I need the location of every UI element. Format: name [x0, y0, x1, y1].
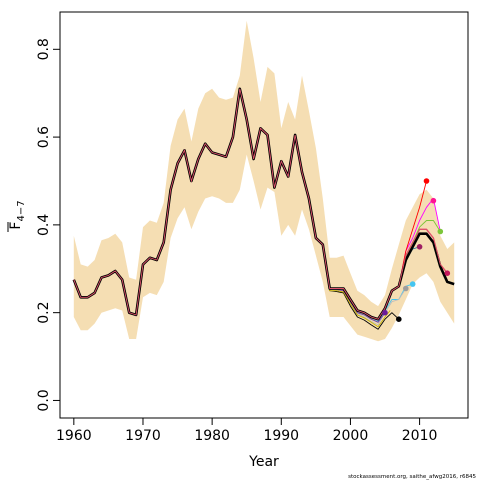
x-tick-label-1970: 1970 — [125, 428, 161, 444]
end-points-layer — [382, 178, 451, 323]
y-tick-label-0.2: 0.2 — [36, 302, 52, 324]
x-tick-label-1980: 1980 — [194, 428, 230, 444]
y-axis-title-main: F — [8, 222, 24, 230]
svg-text:F4−7: F4−7 — [8, 200, 27, 229]
series-end-point-10 — [382, 309, 388, 316]
series-end-point-4 — [437, 228, 444, 235]
series-end-point-6 — [409, 281, 416, 287]
series-end-point-3 — [423, 178, 430, 184]
series-retro-line-9 — [322, 244, 393, 328]
y-tick-label-0.6: 0.6 — [36, 126, 52, 148]
series-end-point-2 — [430, 197, 437, 204]
y-tick-label-0.0: 0.0 — [36, 389, 52, 411]
series-end-point-7 — [403, 285, 409, 292]
x-tick-label-2000: 2000 — [333, 428, 369, 444]
x-tick-label-1960: 1960 — [56, 428, 92, 444]
confidence-band — [73, 20, 455, 342]
y-axis-title: F4−7 — [7, 200, 27, 232]
series-retro-line-8 — [322, 244, 400, 330]
series-retro-overlay-line — [73, 88, 448, 320]
series-end-point-9 — [389, 305, 395, 312]
plot-frame — [59, 11, 469, 419]
x-axis-title: Year — [248, 454, 279, 470]
y-axis-title-subscript: 4−7 — [16, 200, 27, 221]
series-end-point-1 — [444, 270, 451, 277]
x-axis: 1960 1970 1980 1990 2000 2010 — [56, 418, 437, 444]
y-axis: 0.0 0.2 0.4 0.6 0.8 — [36, 38, 60, 412]
confidence-band-layer — [73, 20, 455, 342]
y-tick-label-0.4: 0.4 — [36, 214, 52, 236]
series-end-point-8 — [396, 316, 402, 323]
y-tick-label-0.8: 0.8 — [36, 38, 52, 60]
footer-note: stockassessment.org, saithe_afwg2016, r6… — [348, 474, 476, 480]
x-tick-label-2010: 2010 — [402, 428, 438, 444]
x-tick-label-1990: 1990 — [263, 428, 299, 444]
series-end-point-5 — [416, 244, 423, 250]
series-layer — [72, 87, 455, 330]
